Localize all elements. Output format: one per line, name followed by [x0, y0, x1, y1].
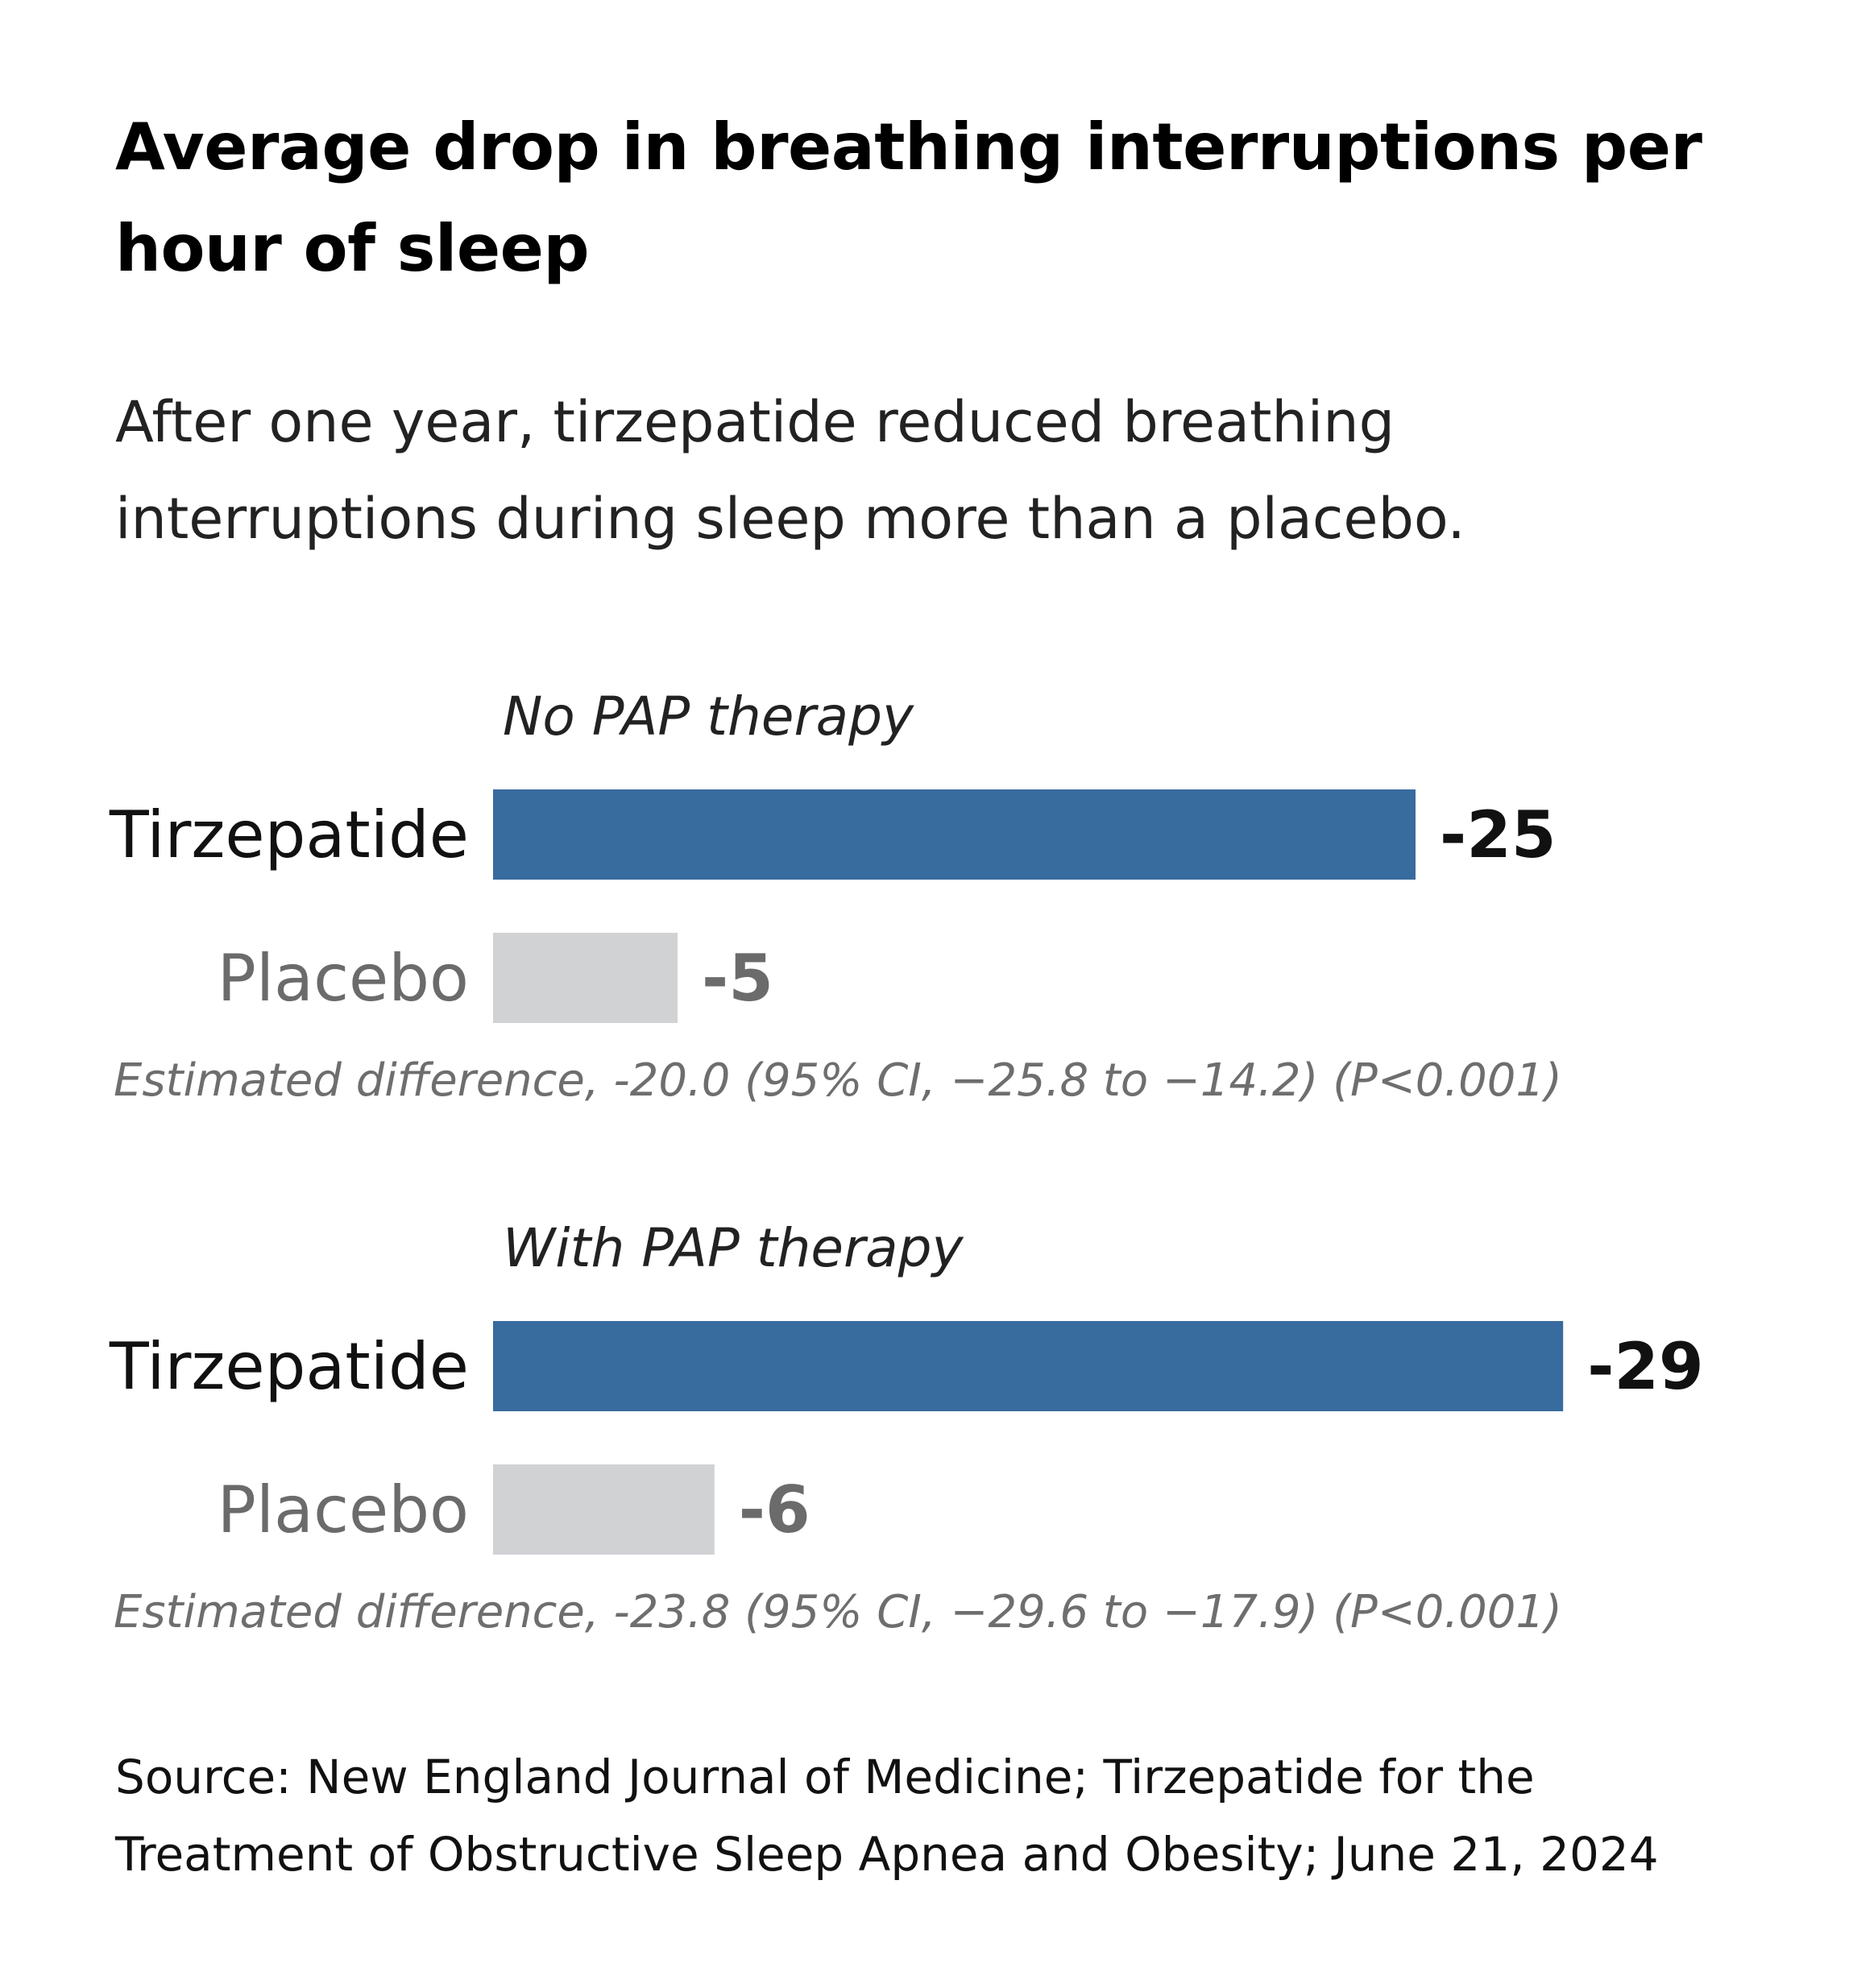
value-label-placebo: -5 — [702, 941, 773, 1016]
category-label-tirzepatide: Tirzepatide — [109, 1329, 469, 1404]
bar-placebo — [493, 1464, 715, 1555]
source-line-2: Treatment of Obstructive Sleep Apnea and… — [115, 1827, 1659, 1882]
category-label-tirzepatide: Tirzepatide — [109, 797, 469, 872]
bar-tirzepatide — [493, 1321, 1564, 1411]
category-label-placebo: Placebo — [218, 941, 469, 1016]
bar-tirzepatide — [493, 789, 1416, 880]
bar-chart: No PAP therapy Tirzepatide -25 Placebo -5 Est… — [109, 685, 1704, 1638]
value-label-placebo: -6 — [739, 1472, 810, 1547]
chart-subtitle: After one year, tirzepatide reduced brea… — [115, 389, 1465, 552]
bar-placebo — [493, 933, 678, 1023]
panel-title: No PAP therapy — [503, 685, 914, 748]
panel-title: With PAP therapy — [503, 1217, 964, 1279]
category-label-placebo: Placebo — [218, 1472, 469, 1547]
value-label-tirzepatide: -29 — [1587, 1329, 1704, 1404]
estimated-difference-note: Estimated difference, -20.0 (95% CI, −25… — [114, 1054, 1562, 1107]
estimated-difference-note: Estimated difference, -23.8 (95% CI, −29… — [114, 1586, 1562, 1638]
chart-title: Average drop in breathing interruptions … — [115, 110, 1702, 286]
source-line-1: Source: New England Journal of Medicine;… — [115, 1750, 1535, 1804]
value-label-tirzepatide: -25 — [1440, 797, 1557, 872]
source-note: Source: New England Journal of Medicine;… — [115, 1738, 1807, 1893]
